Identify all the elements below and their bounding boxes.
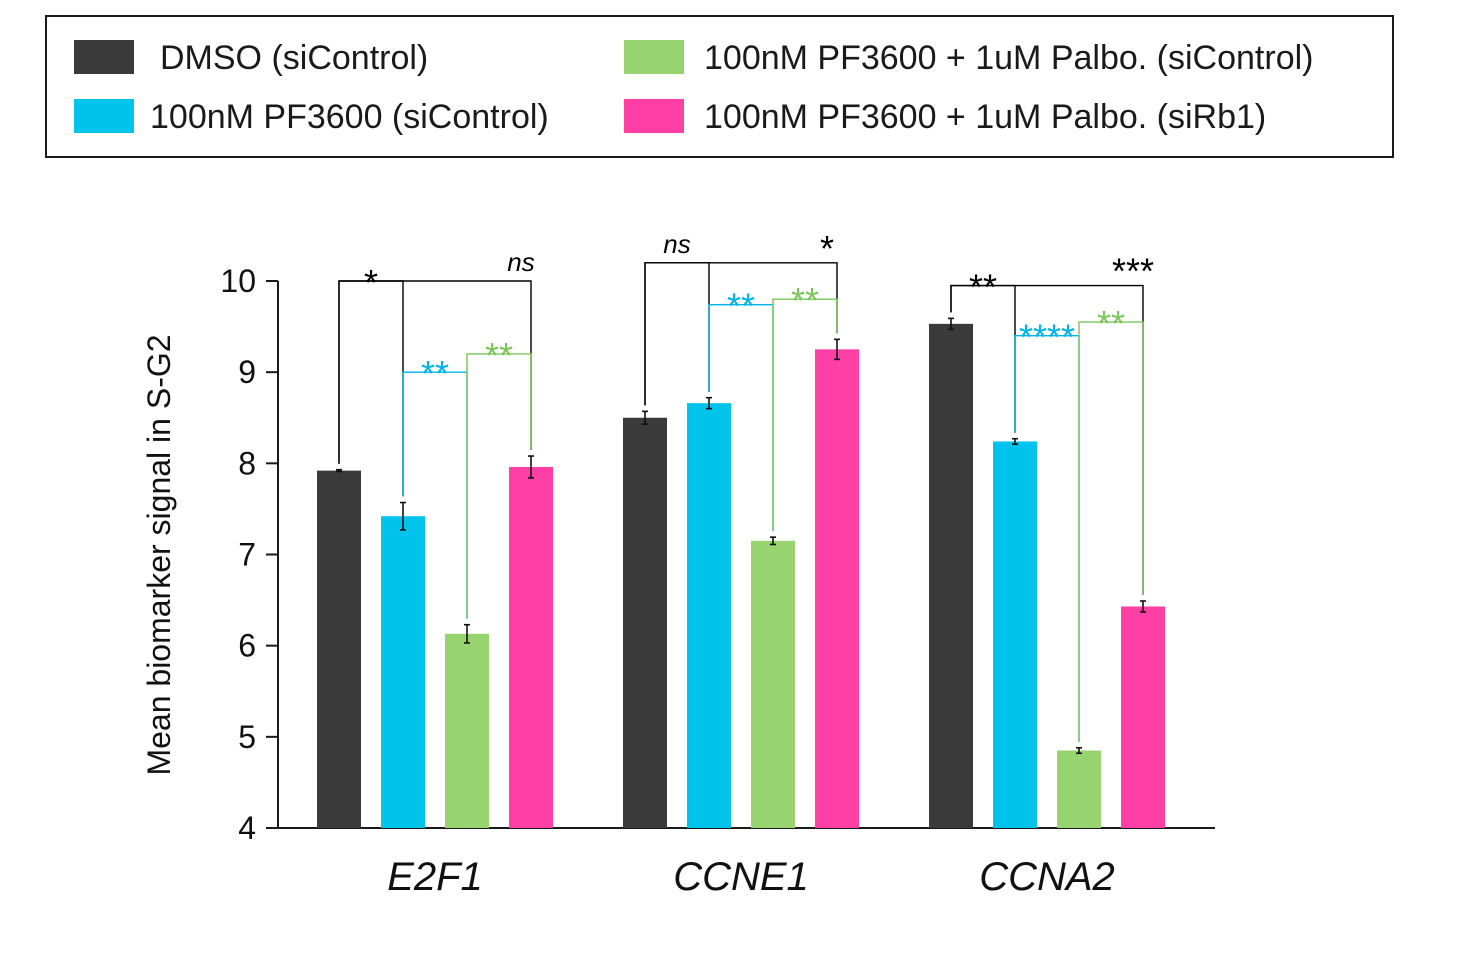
- legend-swatch-pf3600-palbo-sicontrol: [624, 40, 684, 74]
- y-tick-label: 9: [238, 354, 256, 390]
- bar: [623, 417, 667, 828]
- significance-label: *: [820, 228, 834, 269]
- legend-label-pf3600-palbo-sicontrol: 100nM PF3600 + 1uM Palbo. (siControl): [704, 39, 1313, 77]
- bar: [1057, 750, 1101, 828]
- legend-label-dmso: DMSO (siControl): [160, 39, 428, 77]
- significance-label: **: [1097, 303, 1125, 344]
- bars: [317, 323, 1165, 828]
- error-bar: [948, 317, 954, 331]
- bar: [1121, 606, 1165, 828]
- significance-label: **: [485, 335, 513, 376]
- significance-label: ****: [1019, 317, 1075, 358]
- significance-label: ***: [1112, 251, 1154, 292]
- significance-bracket: *: [338, 262, 404, 497]
- significance-bracket: **: [772, 280, 838, 532]
- error-bar: [400, 501, 406, 531]
- y-tick-label: 7: [238, 537, 256, 573]
- y-tick-label: 4: [238, 810, 256, 846]
- error-bar: [706, 396, 712, 410]
- y-tick-label: 5: [238, 719, 256, 755]
- bar: [993, 441, 1037, 828]
- y-axis-title: Mean biomarker signal in S-G2: [141, 334, 177, 775]
- significance-bracket: **: [466, 335, 532, 619]
- error-bar: [770, 536, 776, 546]
- category-labels: E2F1 CCNE1 CCNA2: [387, 855, 1115, 899]
- error-bar: [642, 410, 648, 425]
- significance-bracket: **: [1078, 303, 1144, 742]
- significance-brackets: * ns** **ns *** ** ** ******* **: [338, 228, 1154, 742]
- bar: [445, 633, 489, 828]
- significance-label: ns: [663, 229, 690, 259]
- bar: [751, 540, 795, 828]
- legend: DMSO (siControl) 100nM PF3600 (siControl…: [45, 15, 1394, 158]
- legend-box: [45, 15, 1394, 158]
- category-label: E2F1: [387, 855, 483, 899]
- category-label: CCNA2: [979, 855, 1115, 899]
- legend-label-pf3600-palbo-sirb1: 100nM PF3600 + 1uM Palbo. (siRb1): [704, 98, 1266, 136]
- error-bar: [1012, 437, 1018, 445]
- y-tick-label: 10: [220, 263, 256, 299]
- significance-label: **: [727, 286, 755, 327]
- significance-label: *: [364, 262, 378, 303]
- legend-swatch-pf3600: [74, 99, 134, 133]
- bar: [687, 403, 731, 828]
- significance-bracket: *: [644, 228, 838, 406]
- y-ticks: 4 5 6 7 8 9 10: [220, 263, 278, 846]
- error-bar: [834, 338, 840, 361]
- significance-bracket: ns: [644, 229, 710, 406]
- error-bar: [1076, 746, 1082, 755]
- category-label: CCNE1: [673, 855, 809, 899]
- significance-label: **: [969, 267, 997, 308]
- error-bar: [1140, 600, 1146, 613]
- y-tick-label: 6: [238, 628, 256, 664]
- y-tick-label: 8: [238, 445, 256, 481]
- legend-swatch-pf3600-palbo-sirb1: [624, 99, 684, 133]
- significance-label: **: [791, 280, 819, 321]
- bar: [815, 349, 859, 828]
- error-bar: [336, 468, 342, 473]
- bar: [381, 516, 425, 828]
- legend-label-pf3600: 100nM PF3600 (siControl): [150, 98, 549, 136]
- error-bars: [336, 317, 1146, 755]
- error-bar: [528, 455, 534, 479]
- significance-label: ns: [507, 247, 534, 277]
- bar: [929, 323, 973, 828]
- significance-label: **: [421, 353, 449, 394]
- legend-swatch-dmso: [74, 40, 134, 74]
- error-bar: [464, 623, 470, 644]
- bar: [317, 470, 361, 828]
- bar: [509, 466, 553, 828]
